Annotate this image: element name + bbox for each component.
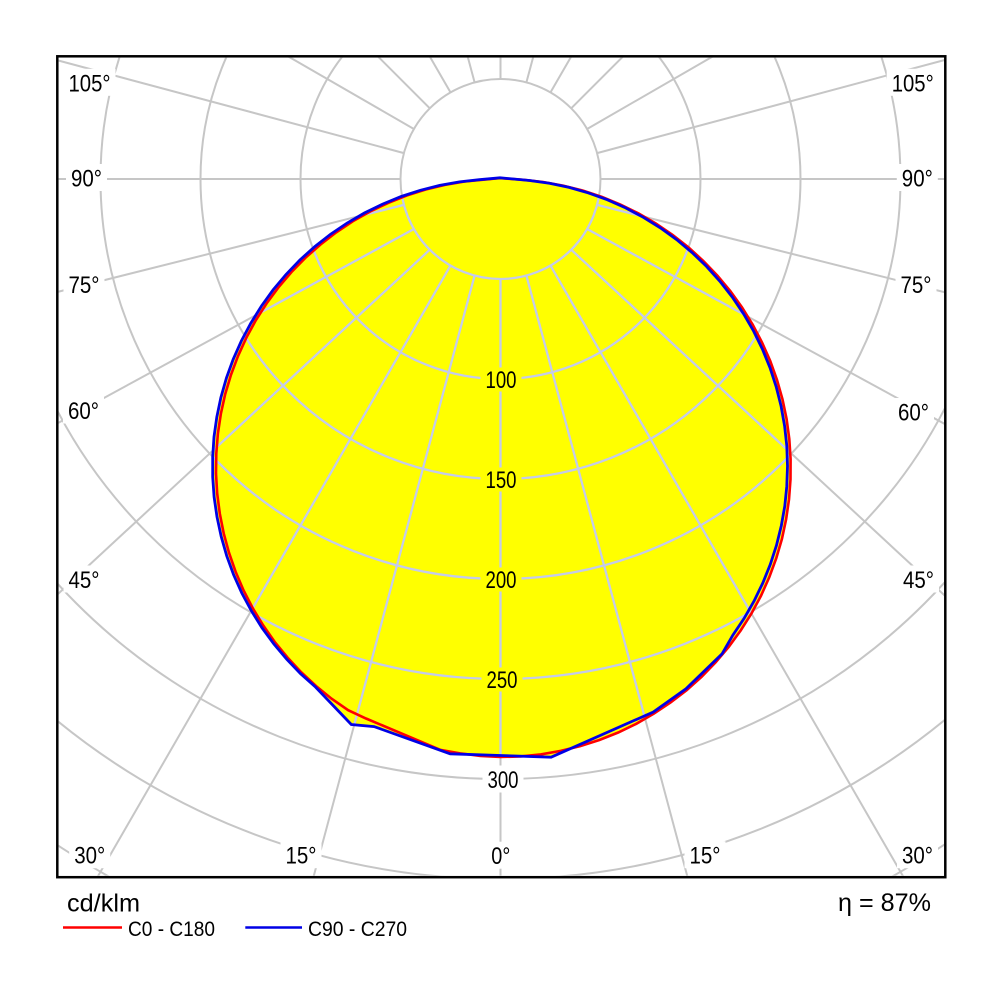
svg-text:100: 100 [486,367,517,394]
svg-text:45°: 45° [69,567,100,594]
svg-text:15°: 15° [690,843,721,870]
svg-text:250: 250 [487,667,518,694]
svg-text:105°: 105° [69,70,111,97]
svg-text:cd/klm: cd/klm [67,890,140,918]
svg-text:90°: 90° [902,166,933,193]
svg-text:75°: 75° [69,272,100,299]
svg-text:45°: 45° [903,567,934,594]
svg-text:90°: 90° [71,166,102,193]
svg-text:C0 - C180: C0 - C180 [128,918,215,941]
svg-text:150: 150 [486,467,517,494]
svg-text:300: 300 [488,767,519,794]
svg-text:75°: 75° [901,272,932,299]
svg-text:30°: 30° [902,843,933,870]
svg-text:0°: 0° [491,843,510,870]
svg-text:η = 87%: η = 87% [838,889,931,917]
svg-text:60°: 60° [68,398,99,425]
svg-text:105°: 105° [892,70,934,97]
svg-text:60°: 60° [898,400,929,427]
svg-text:200: 200 [486,567,517,594]
svg-text:C90 - C270: C90 - C270 [308,918,407,941]
svg-text:30°: 30° [74,843,105,870]
svg-text:15°: 15° [286,843,317,870]
